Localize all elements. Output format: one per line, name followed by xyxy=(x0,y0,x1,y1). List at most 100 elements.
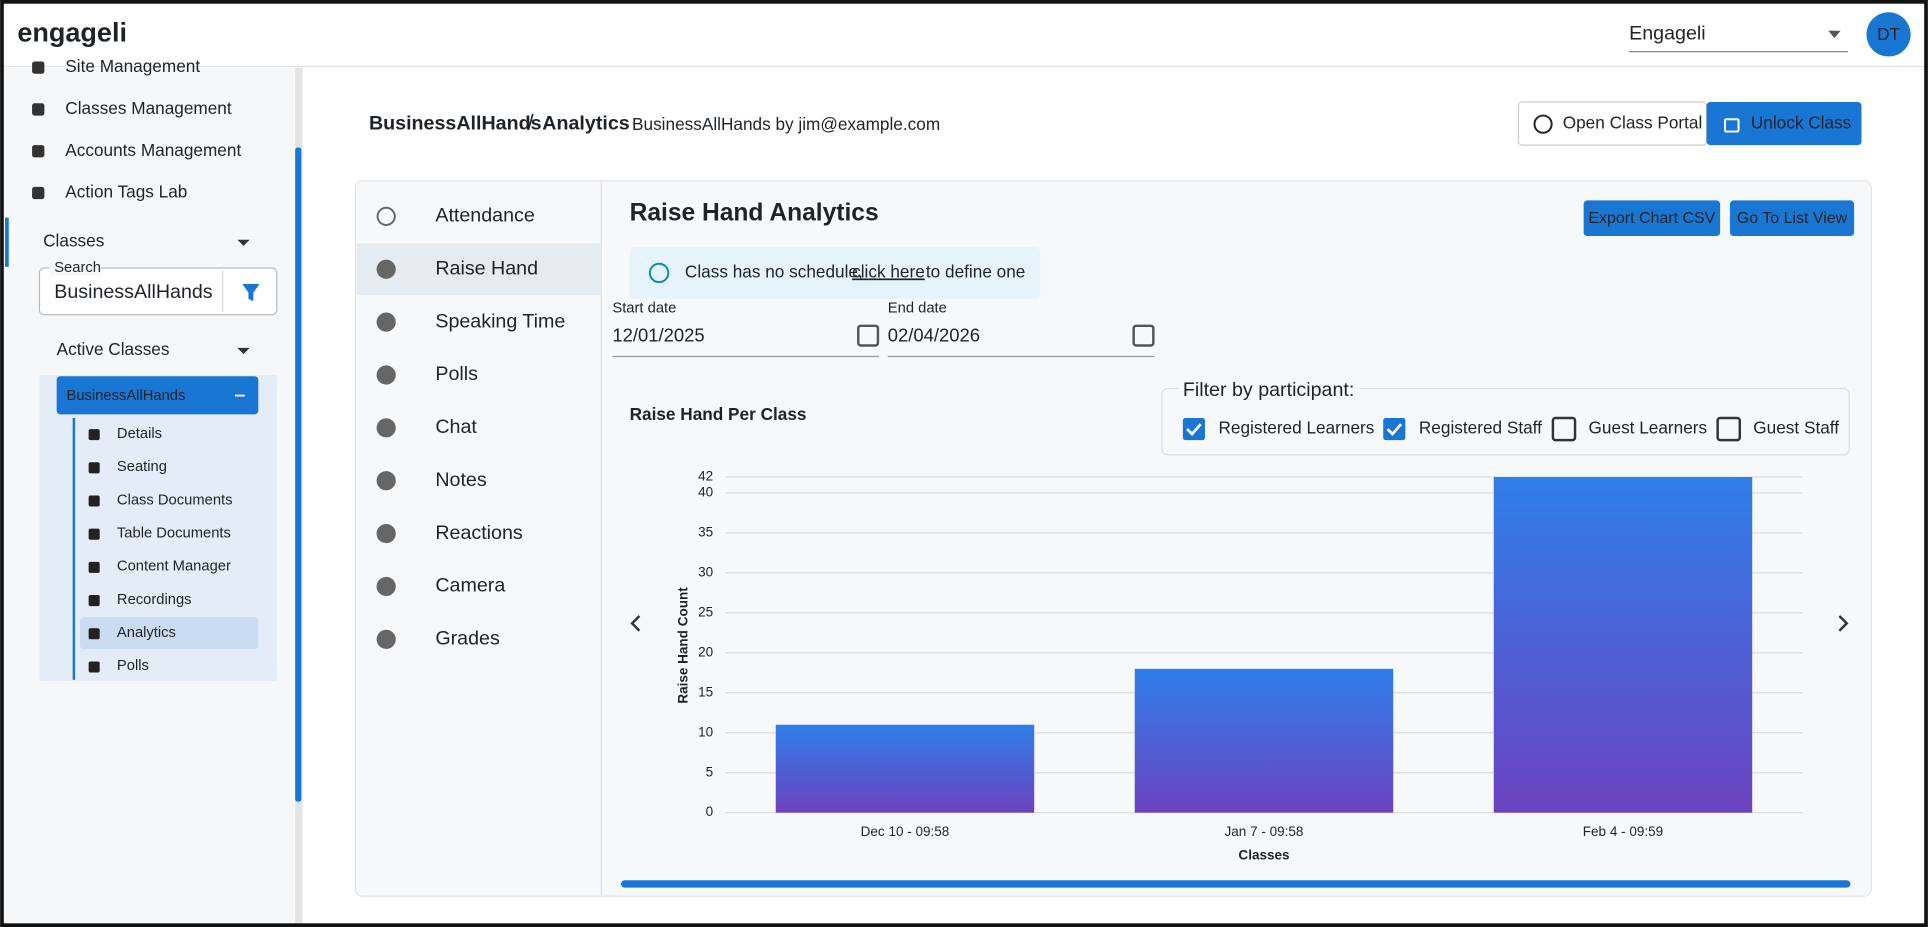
x-tick-label: Feb 4 - 09:59 xyxy=(1583,824,1663,839)
info-icon xyxy=(648,262,670,284)
breadcrumb-subtitle: BusinessAllHands by jim@example.com xyxy=(632,114,940,134)
logo: engageli xyxy=(17,18,127,48)
nav-item[interactable]: Action Tags Lab xyxy=(65,182,187,202)
notice-text: Class has no schedule, xyxy=(685,261,863,281)
active-classes-toggle[interactable]: Active Classes xyxy=(57,339,170,359)
breadcrumb-separator: / xyxy=(528,110,535,135)
nav-icon xyxy=(32,61,45,74)
date-label: End date xyxy=(888,300,947,316)
tab[interactable]: Notes xyxy=(435,469,487,491)
tab-icon xyxy=(376,576,396,597)
chart-scrollbar xyxy=(620,880,1851,888)
class-header xyxy=(56,376,259,415)
filter-label: Filter by participant: xyxy=(1183,379,1355,401)
avatar[interactable] xyxy=(1866,12,1911,57)
notice-end: to define one xyxy=(926,261,1025,281)
y-tick-label: 10 xyxy=(698,724,713,739)
list-view-button xyxy=(1729,200,1855,237)
tab[interactable]: Reactions xyxy=(435,522,523,544)
class-item[interactable]: Details xyxy=(117,426,162,442)
check xyxy=(1186,423,1202,436)
nav-icon xyxy=(32,103,45,116)
nav-item[interactable]: Site Management xyxy=(65,56,200,76)
list-view-label: Go To List View xyxy=(1737,210,1848,227)
tab[interactable]: Polls xyxy=(435,363,478,385)
tab[interactable]: Speaking Time xyxy=(435,310,565,332)
bar xyxy=(1134,668,1394,813)
tab-icon xyxy=(376,259,396,279)
tab[interactable]: Camera xyxy=(435,575,505,597)
selected-tab xyxy=(356,243,602,296)
nav-icon xyxy=(32,186,45,200)
tab[interactable]: Chat xyxy=(435,416,477,438)
notice-link[interactable]: click here xyxy=(852,261,925,281)
open-portal-label: Open Class Portal xyxy=(1563,113,1703,133)
class-item[interactable]: Recordings xyxy=(117,592,192,608)
date-input[interactable]: 02/04/2026 xyxy=(888,325,980,346)
notice xyxy=(629,247,1041,299)
tab[interactable]: Grades xyxy=(435,628,500,650)
item-icon xyxy=(88,429,100,441)
item-icon xyxy=(88,528,100,540)
y-tick-label: 25 xyxy=(698,604,713,619)
y-tick-label: 35 xyxy=(698,525,713,540)
unlock-label: Unlock Class xyxy=(1751,113,1851,133)
classes-toggle[interactable]: Classes xyxy=(43,231,104,251)
x-tick-label: Dec 10 - 09:58 xyxy=(861,824,950,839)
avatar-text: DT xyxy=(1877,24,1900,44)
calendar-icon xyxy=(1132,324,1155,347)
class-item[interactable]: Table Documents xyxy=(117,525,231,541)
tab-icon xyxy=(376,471,396,491)
class-item[interactable]: Content Manager xyxy=(117,559,231,575)
prev-arrow[interactable] xyxy=(630,615,641,632)
caret xyxy=(237,239,250,246)
card xyxy=(354,180,1872,897)
tab[interactable]: Attendance xyxy=(435,205,535,227)
y-tick-label: 5 xyxy=(706,764,714,779)
org-select[interactable]: Engageli xyxy=(1629,23,1706,45)
y-tick-label: 30 xyxy=(698,564,713,579)
filter-option: Guest Learners xyxy=(1589,418,1708,438)
nav-item[interactable]: Accounts Management xyxy=(65,140,241,160)
class-item[interactable]: Analytics xyxy=(117,625,176,641)
tab[interactable]: Raise Hand xyxy=(435,257,538,279)
class-name: BusinessAllHands xyxy=(67,388,186,404)
breadcrumb-page: Analytics xyxy=(542,112,629,134)
classes-indicator xyxy=(5,217,9,267)
class-item[interactable]: Polls xyxy=(117,658,149,674)
calendar-icon xyxy=(857,324,880,347)
checkbox[interactable] xyxy=(1383,418,1406,441)
x-tick-label: Jan 7 - 09:58 xyxy=(1225,824,1304,839)
checkbox[interactable] xyxy=(1182,418,1205,441)
date-label: Start date xyxy=(612,300,676,316)
y-tick-label: 0 xyxy=(706,804,714,819)
breadcrumb-class[interactable]: BusinessAllHands xyxy=(369,112,542,134)
checkbox[interactable] xyxy=(1716,416,1742,442)
class-item[interactable]: Class Documents xyxy=(117,492,233,508)
next-arrow[interactable] xyxy=(1838,615,1849,632)
search-box xyxy=(38,267,278,316)
filter-box xyxy=(1161,387,1850,456)
item-icon xyxy=(88,628,100,640)
item-icon xyxy=(88,495,100,507)
caret xyxy=(237,347,250,355)
tab-icon xyxy=(376,312,396,332)
item-icon xyxy=(88,561,100,573)
nav-item[interactable]: Classes Management xyxy=(65,98,232,118)
class-item[interactable]: Seating xyxy=(117,459,167,475)
caret xyxy=(1828,30,1841,39)
bar xyxy=(775,724,1035,813)
filter-option: Registered Staff xyxy=(1419,418,1542,438)
tab-icon xyxy=(376,418,396,438)
filter-label-bg xyxy=(1177,378,1360,401)
checkbox[interactable] xyxy=(1551,416,1577,442)
date-input[interactable]: 12/01/2025 xyxy=(612,325,704,346)
item-icon xyxy=(88,595,100,607)
selected-item xyxy=(80,617,259,650)
tab-icon xyxy=(376,629,396,649)
search-value: BusinessAllHands xyxy=(54,281,213,303)
search-label: Search xyxy=(54,260,101,276)
